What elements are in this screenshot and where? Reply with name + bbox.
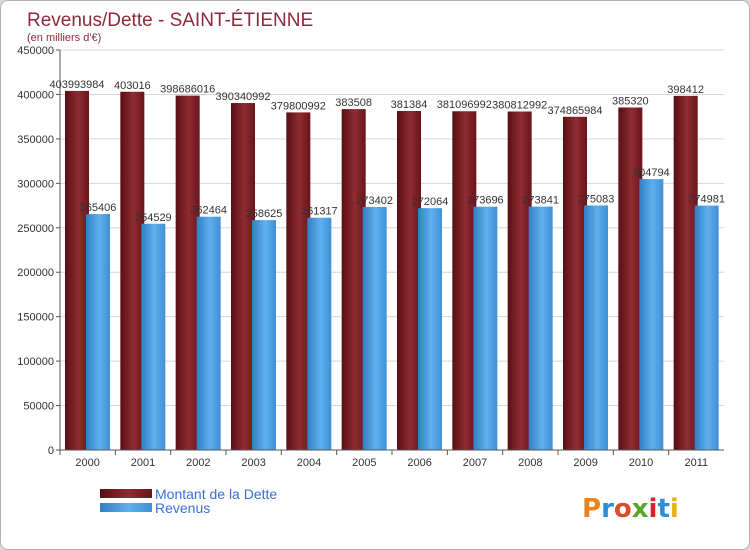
bar-dette-2001 — [120, 91, 145, 451]
x-tick-label: 2000 — [75, 457, 99, 469]
y-tick-label: 400000 — [17, 89, 54, 101]
bar-revenus-2009 — [584, 205, 608, 450]
y-tick-label: 450000 — [17, 45, 54, 57]
x-tick-label: 2009 — [573, 457, 597, 469]
value-label: 275083 — [578, 193, 615, 205]
bar-dette-2002 — [175, 95, 200, 450]
x-tick-label: 2010 — [629, 457, 653, 469]
x-tick-label: 2011 — [685, 457, 709, 469]
value-label: 265406 — [80, 202, 117, 214]
svg-text:Proxiti: Proxiti — [582, 494, 679, 524]
value-label: 398412 — [667, 84, 704, 96]
value-label: 374865984 — [547, 105, 602, 117]
value-label: 272064 — [412, 196, 449, 208]
value-label: 273402 — [356, 195, 393, 207]
bar-dette-2008 — [507, 111, 532, 450]
x-tick-label: 2002 — [186, 457, 210, 469]
bar-revenus-2004 — [307, 217, 332, 450]
bar-revenus-2010 — [639, 179, 664, 450]
value-labels: 403993984 265406 403016 254529 398686016 2624… — [49, 79, 725, 224]
y-tick-label: 350000 — [17, 134, 54, 146]
value-label: 381096992 — [437, 99, 492, 111]
value-label: 383508 — [335, 97, 372, 109]
value-label: 390340992 — [215, 91, 270, 103]
y-tick-label: 100000 — [17, 356, 54, 368]
x-axis: 2000 2001 2002 2003 2004 2005 2006 2007 2008 2009… — [59, 449, 724, 469]
y-tick-label: 0 — [48, 445, 54, 457]
bar-revenus-2005 — [362, 206, 387, 450]
bar-dette-2010 — [618, 107, 643, 450]
y-tick-label: 150000 — [17, 312, 54, 324]
value-label: 254529 — [135, 212, 172, 224]
bar-dette-2006 — [397, 110, 421, 450]
bar-revenus-2003 — [252, 220, 276, 450]
bar-dette-2004 — [286, 112, 311, 451]
legend-swatch-revenus — [100, 503, 152, 512]
value-label: 385320 — [612, 95, 649, 107]
bar-dette-2005 — [341, 109, 366, 450]
legend-swatch-debt — [100, 489, 152, 498]
y-tick-label: 50000 — [23, 401, 54, 413]
legend-label-revenus: Revenus — [155, 500, 210, 516]
value-label: 398686016 — [160, 84, 215, 96]
bar-dette-2009 — [563, 116, 587, 450]
value-label: 273841 — [522, 195, 559, 207]
x-tick-label: 2007 — [463, 457, 487, 469]
bar-revenus-2006 — [418, 208, 442, 450]
x-tick-label: 2001 — [131, 457, 155, 469]
bar-revenus-2008 — [528, 206, 553, 450]
y-tick-label: 250000 — [17, 223, 54, 235]
bar-revenus-2007 — [473, 206, 498, 450]
x-tick-label: 2008 — [518, 457, 542, 469]
bar-revenus-2001 — [141, 223, 166, 450]
value-label: 274981 — [688, 194, 725, 206]
legend: Montant de la Dette Revenus — [100, 486, 277, 516]
bar-dette-2000 — [65, 90, 89, 451]
y-tick-label: 300000 — [17, 178, 54, 190]
bar-revenus-2011 — [694, 205, 719, 450]
legend-label-debt: Montant de la Dette — [155, 486, 277, 502]
x-tick-label: 2004 — [297, 457, 321, 469]
x-tick-label: 2005 — [352, 457, 376, 469]
value-label: 258625 — [246, 208, 283, 220]
chart-subtitle: (en milliers d'€) — [27, 32, 101, 44]
value-label: 380812992 — [492, 99, 547, 111]
proxiti-logo: Proxiti — [582, 494, 679, 524]
value-label: 273696 — [467, 195, 504, 207]
value-label: 262464 — [190, 205, 227, 217]
bar-revenus-2000 — [86, 214, 110, 450]
y-tick-label: 200000 — [17, 267, 54, 279]
x-tick-label: 2006 — [407, 457, 431, 469]
bar-dette-2011 — [673, 95, 698, 450]
value-label: 381384 — [391, 99, 428, 111]
bar-revenus-2002 — [196, 216, 221, 450]
value-label: 403993984 — [49, 79, 104, 91]
y-axis: 0 50000 100000 150000 200000 250000 300000 3500… — [17, 45, 61, 457]
chart-title: Revenus/Dette - SAINT-ÉTIENNE — [27, 10, 313, 31]
value-label: 304794 — [633, 167, 670, 179]
value-label: 379800992 — [271, 100, 326, 112]
bars — [65, 90, 719, 451]
value-label: 261317 — [301, 206, 338, 218]
bar-dette-2007 — [452, 111, 477, 450]
value-label: 403016 — [114, 80, 151, 92]
bar-dette-2003 — [231, 103, 255, 451]
x-tick-label: 2003 — [241, 457, 265, 469]
